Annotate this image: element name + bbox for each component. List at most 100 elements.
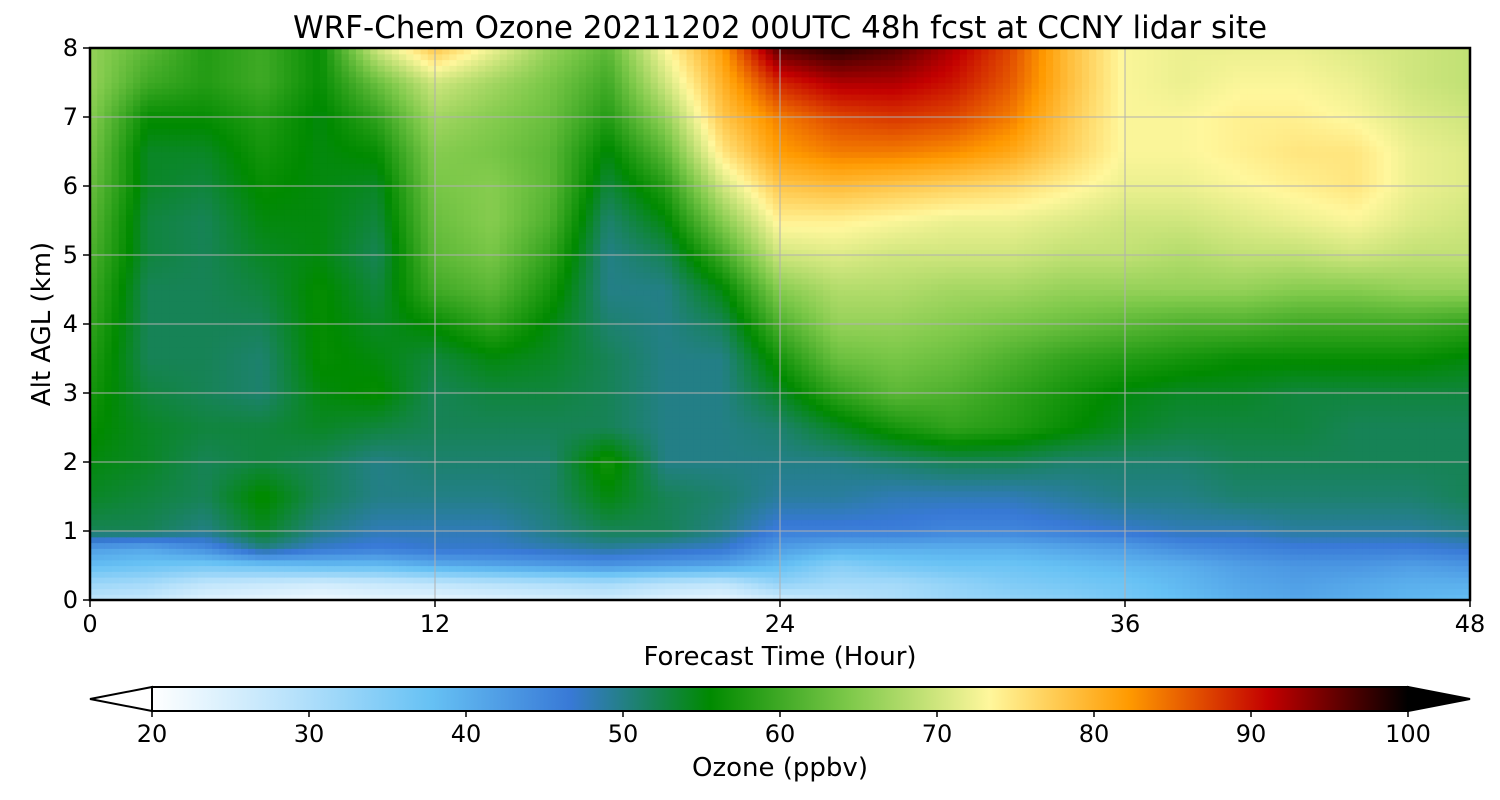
heatmap-cell (621, 502, 630, 509)
heatmap-cell (1067, 519, 1076, 526)
heatmap-cell (1390, 565, 1399, 572)
heatmap-cell (1117, 542, 1126, 549)
heatmap-cell (442, 508, 450, 515)
heatmap-cell (1117, 496, 1126, 503)
heatmap-cell (212, 531, 220, 538)
heatmap-cell (966, 536, 975, 544)
heatmap-cell (708, 496, 716, 503)
heatmap-cell (125, 582, 134, 590)
heatmap-cell (578, 508, 587, 515)
heatmap-cell (708, 588, 716, 595)
heatmap-cell (880, 594, 889, 600)
heatmap-cell (571, 496, 580, 503)
heatmap-cell (1132, 554, 1140, 561)
heatmap-cell (1060, 473, 1069, 480)
heatmap-cell (564, 582, 573, 590)
heatmap-cell (823, 531, 831, 538)
heatmap-cell (744, 542, 752, 549)
heatmap-cell (542, 594, 551, 600)
heatmap-cell (413, 479, 422, 486)
heatmap-cell (435, 565, 443, 572)
heatmap-cell (909, 485, 918, 492)
heatmap-cell (1426, 502, 1435, 509)
heatmap-cell (729, 513, 738, 521)
heatmap-cell (327, 502, 335, 509)
heatmap-cell (1189, 519, 1198, 526)
heatmap-cell (427, 513, 436, 521)
ozone-heatmap (90, 48, 1470, 600)
heatmap-cell (578, 542, 587, 549)
heatmap-cell (787, 536, 795, 544)
heatmap-cell (1218, 548, 1227, 555)
heatmap-cell (1340, 462, 1349, 469)
heatmap-cell (1355, 531, 1363, 538)
heatmap-cell (1053, 525, 1061, 532)
heatmap-cell (1074, 513, 1083, 521)
heatmap-cell (255, 519, 264, 526)
heatmap-cell (1326, 508, 1335, 515)
heatmap-cell (1218, 577, 1227, 584)
heatmap-cell (1103, 588, 1112, 595)
heatmap-cell (1218, 473, 1227, 480)
heatmap-cell (636, 594, 645, 600)
heatmap-cell (693, 485, 702, 492)
heatmap-cell (1412, 508, 1421, 515)
heatmap-cell (1067, 554, 1076, 561)
heatmap-cell (355, 559, 364, 567)
heatmap-cell (312, 485, 321, 492)
heatmap-cell (708, 462, 716, 469)
heatmap-cell (736, 513, 745, 521)
heatmap-cell (578, 525, 587, 532)
heatmap-cell (765, 536, 774, 544)
heatmap-cell (873, 525, 882, 532)
heatmap-cell (341, 496, 350, 503)
heatmap-cell (514, 571, 522, 578)
heatmap-cell (1319, 496, 1327, 503)
heatmap-cell (693, 565, 702, 572)
heatmap-cell (1196, 508, 1205, 515)
heatmap-cell (521, 582, 530, 590)
heatmap-cell (169, 519, 177, 526)
heatmap-cell (1139, 450, 1148, 457)
heatmap-cell (657, 525, 666, 532)
heatmap-cell (571, 467, 580, 475)
heatmap-cell (629, 588, 637, 595)
heatmap-cell (1290, 594, 1299, 600)
heatmap-cell (1146, 525, 1155, 532)
heatmap-cell (1376, 496, 1385, 503)
heatmap-cell (679, 479, 688, 486)
heatmap-cell (981, 559, 990, 567)
heatmap-cell (1060, 536, 1069, 544)
heatmap-cell (384, 519, 393, 526)
heatmap-cell (902, 508, 910, 515)
heatmap-cell (787, 525, 795, 532)
heatmap-cell (959, 554, 968, 561)
heatmap-cell (169, 571, 177, 578)
heatmap-cell (291, 502, 300, 509)
heatmap-cell (665, 542, 673, 549)
heatmap-cell (341, 571, 350, 578)
heatmap-cell (959, 490, 968, 498)
heatmap-cell (111, 496, 120, 503)
heatmap-cell (887, 536, 896, 544)
heatmap-cell (1426, 525, 1435, 532)
heatmap-cell (1182, 525, 1191, 532)
heatmap-cell (485, 485, 494, 492)
heatmap-cell (758, 531, 767, 538)
heatmap-cell (722, 508, 731, 515)
heatmap-cell (808, 565, 817, 572)
heatmap-cell (312, 490, 321, 498)
heatmap-cell (1398, 462, 1406, 469)
heatmap-cell (442, 582, 450, 590)
heatmap-cell (729, 485, 738, 492)
heatmap-cell (420, 513, 429, 521)
heatmap-cell (1031, 548, 1040, 555)
heatmap-cell (1017, 502, 1025, 509)
heatmap-cell (320, 462, 328, 469)
heatmap-cell (787, 508, 795, 515)
heatmap-cell (1304, 485, 1313, 492)
heatmap-cell (118, 450, 127, 457)
heatmap-cell (873, 588, 882, 595)
heatmap-cell (1110, 588, 1119, 595)
heatmap-cell (291, 559, 300, 567)
